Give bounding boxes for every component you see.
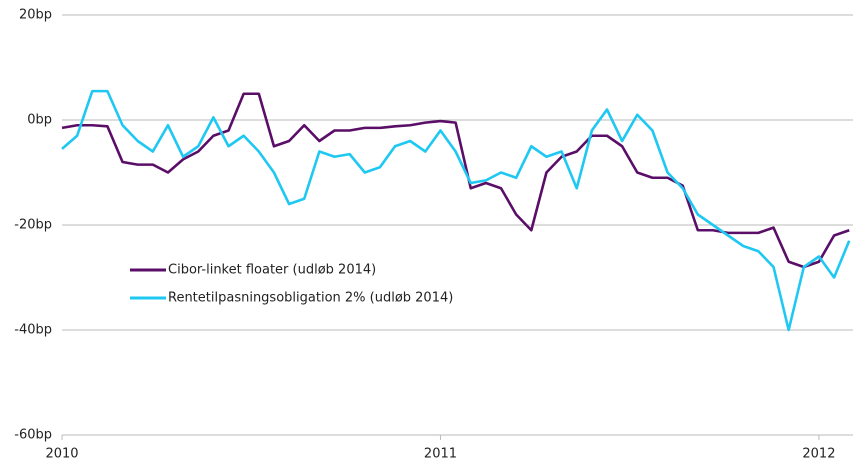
- legend-label: Rentetilpasningsobligation 2% (udløb 201…: [168, 291, 453, 306]
- y-tick-label: -60bp: [14, 428, 52, 443]
- legend-label: Cibor-linket floater (udløb 2014): [168, 263, 376, 278]
- x-tick-label: 2012: [802, 447, 835, 462]
- y-tick-label: -40bp: [14, 323, 52, 338]
- y-tick-label: 0bp: [27, 113, 52, 128]
- y-tick-label: 20bp: [19, 8, 52, 23]
- series-line: [61, 89, 851, 332]
- series-line: [61, 92, 850, 269]
- x-tick-label: 2010: [45, 447, 78, 462]
- y-tick-label: -20bp: [14, 218, 52, 233]
- x-tick-label: 2011: [424, 447, 457, 462]
